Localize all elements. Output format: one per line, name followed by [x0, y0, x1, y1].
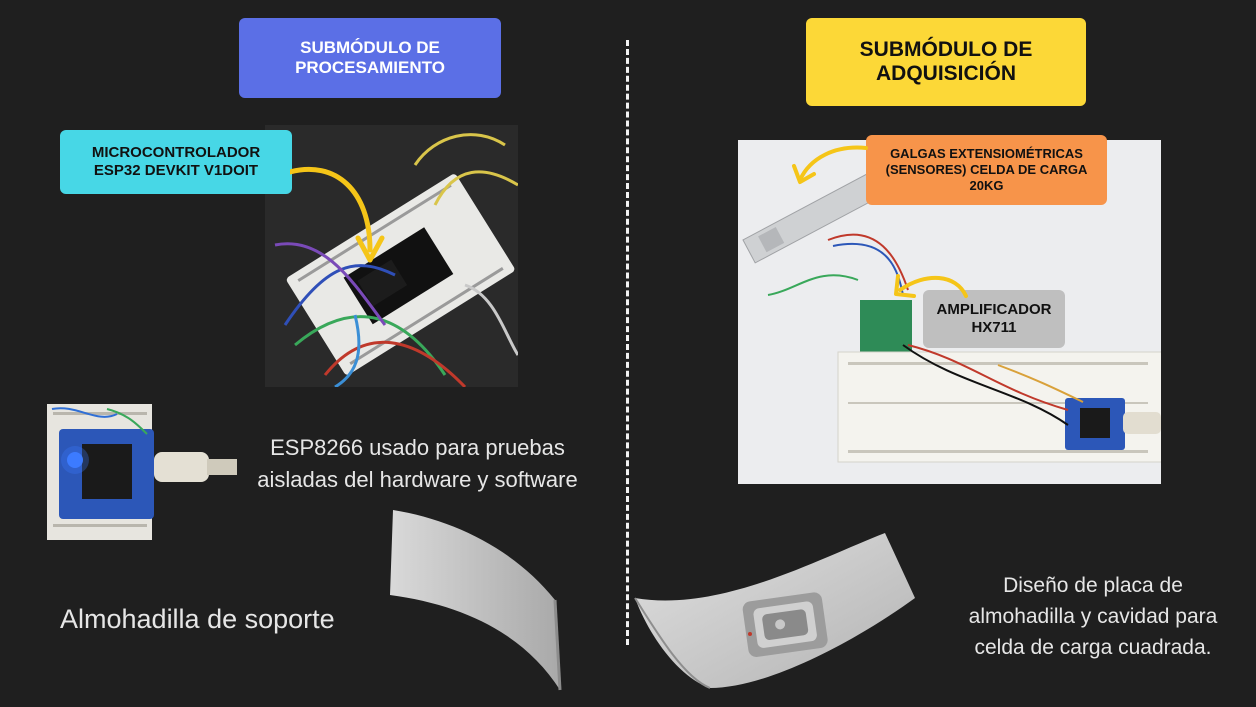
galgas-arrow [792, 145, 868, 184]
diseno-caption: Diseño de placa de almohadilla y cavidad… [968, 574, 1218, 659]
adquisicion-header: SUBMÓDULO DE ADQUISICIÓN [806, 18, 1086, 106]
microcontrolador-label: MICROCONTROLADOR ESP32 DEVKIT V1DOIT [60, 130, 292, 194]
amplificador-label: AMPLIFICADOR HX711 [923, 290, 1065, 348]
placa-almohadilla-render [634, 533, 915, 689]
section-divider [626, 40, 629, 645]
almohadilla-caption: Almohadilla de soporte [60, 604, 335, 634]
amplificador-arrow [894, 274, 968, 298]
microcontrolador-arrow [290, 166, 385, 263]
galgas-label: GALGAS EXTENSIOMÉTRICAS (SENSORES) CELDA… [866, 135, 1107, 205]
esp8266-caption: ESP8266 usado para pruebas aisladas del … [257, 435, 578, 492]
almohadilla-3d-render [390, 510, 562, 691]
esp8266-photo [47, 404, 237, 540]
procesamiento-header: SUBMÓDULO DE PROCESAMIENTO [239, 18, 501, 98]
esp32-breadboard-photo [265, 125, 518, 387]
